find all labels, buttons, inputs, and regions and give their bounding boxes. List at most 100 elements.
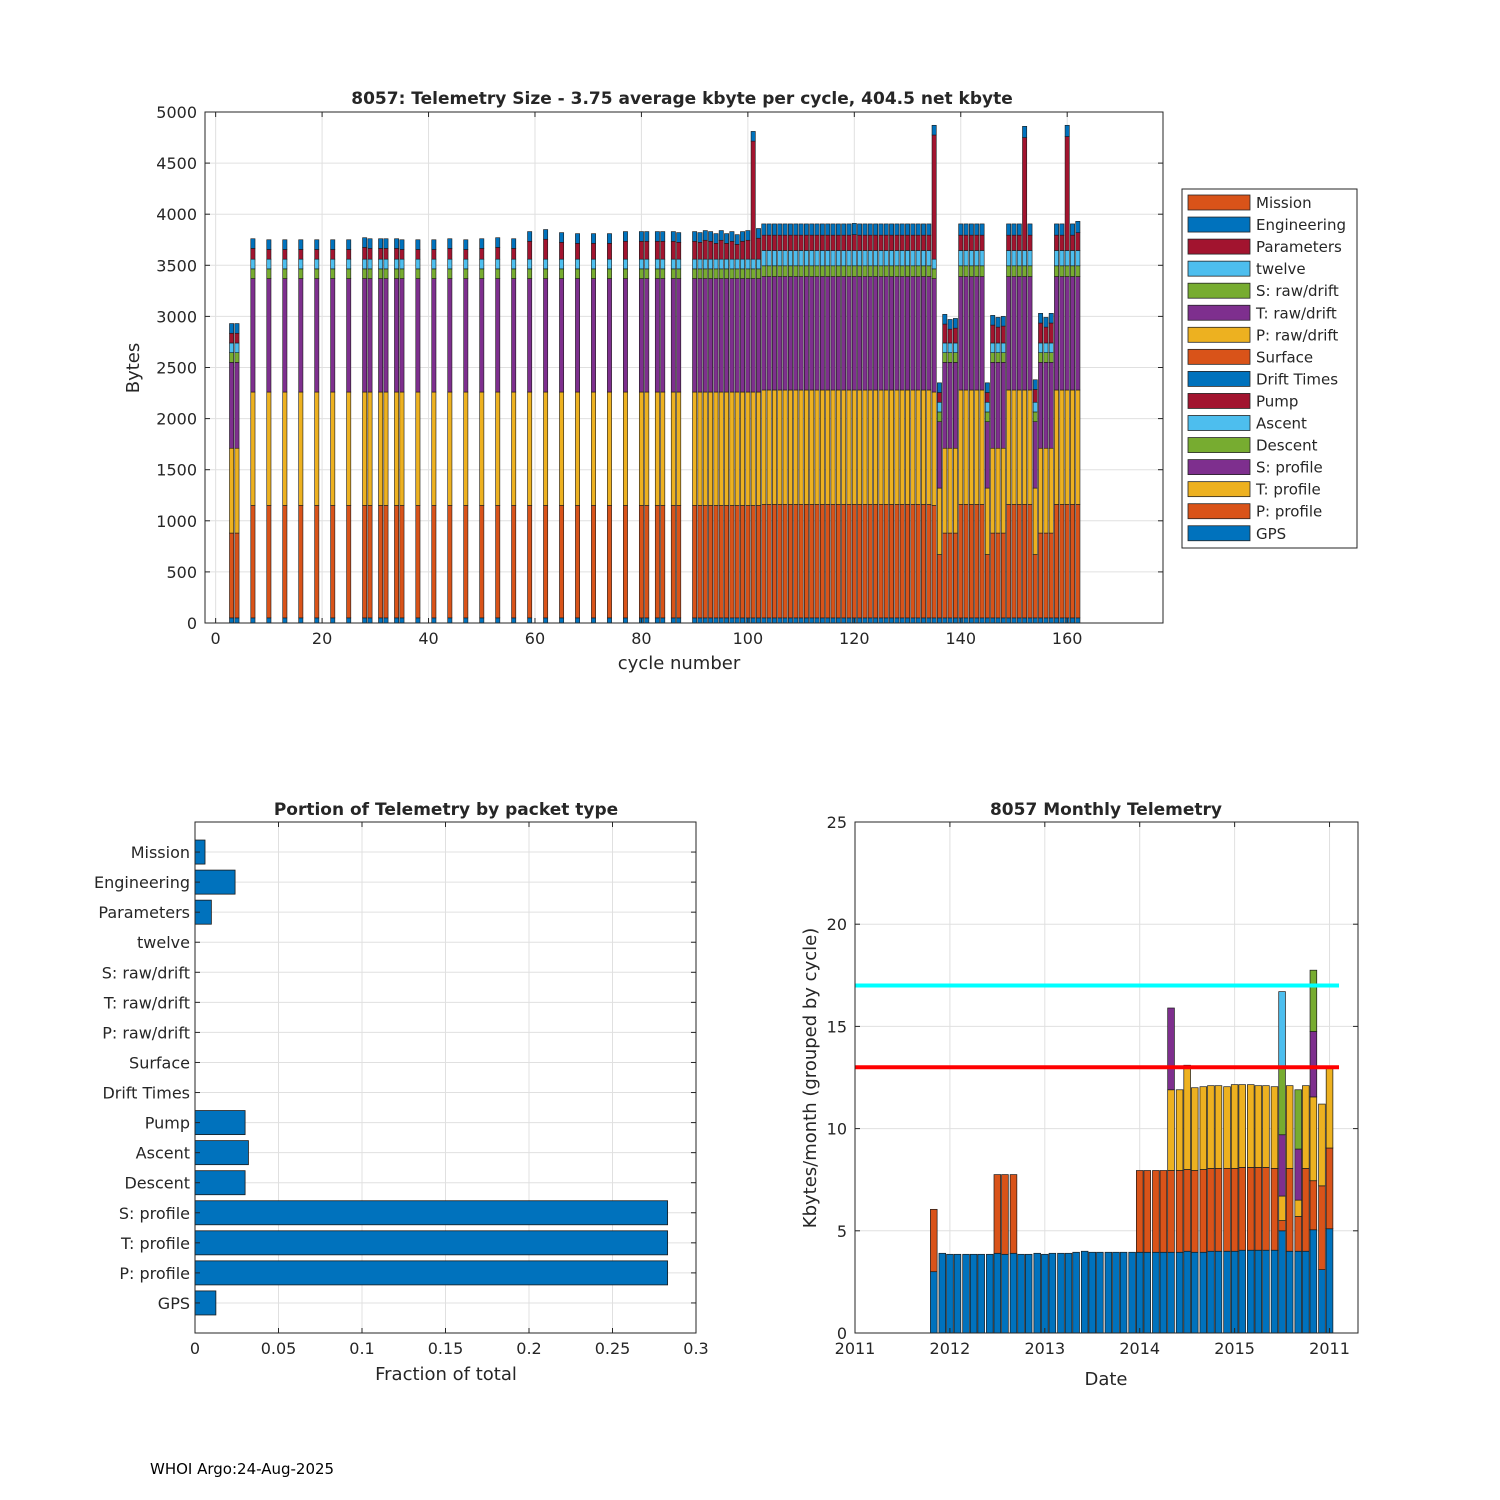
bar-segment xyxy=(1016,617,1022,624)
bar-segment xyxy=(1302,1250,1310,1334)
bar-segment xyxy=(1207,1250,1215,1334)
bar-segment xyxy=(330,258,336,270)
bar-segment xyxy=(314,505,320,619)
bar-segment xyxy=(857,617,863,624)
bar-segment xyxy=(798,234,804,251)
bar-segment xyxy=(282,239,288,250)
bar-segment xyxy=(1054,504,1059,619)
y-tick-label: 4000 xyxy=(156,205,197,224)
bar-segment xyxy=(963,223,969,236)
bar-segment xyxy=(819,223,825,236)
bar-segment xyxy=(676,278,682,393)
bar-segment xyxy=(638,505,644,619)
bar-segment xyxy=(708,268,714,279)
bar-segment xyxy=(282,505,288,619)
bar-segment xyxy=(1112,1251,1120,1334)
bar-segment xyxy=(740,617,745,624)
bar-segment xyxy=(383,391,389,506)
bar-segment xyxy=(777,234,783,251)
bar-segment xyxy=(729,617,735,624)
bar-segment xyxy=(495,268,501,279)
bar-segment xyxy=(378,268,384,279)
bar-segment xyxy=(431,505,437,619)
bar-segment xyxy=(1043,532,1049,619)
bar-segment xyxy=(846,617,852,624)
bar-segment xyxy=(234,342,240,353)
bar-segment xyxy=(984,617,990,624)
y-tick-label: Mission xyxy=(131,843,190,862)
bar-segment xyxy=(718,278,724,393)
bar-segment xyxy=(415,617,421,624)
bar-segment xyxy=(399,239,405,250)
bar-segment xyxy=(979,389,985,505)
bar-segment xyxy=(713,233,719,244)
bar-segment xyxy=(857,389,863,505)
bar-segment xyxy=(963,504,969,619)
bar-segment xyxy=(766,223,772,236)
bar-segment xyxy=(229,617,235,624)
bar-segment xyxy=(1254,1249,1263,1334)
legend-label: S: raw/drift xyxy=(1256,282,1339,300)
bar-segment xyxy=(463,505,469,619)
bar-segment xyxy=(883,250,889,267)
bar-segment xyxy=(702,239,708,260)
y-tick-label: P: profile xyxy=(119,1264,190,1283)
bar-segment xyxy=(867,389,873,505)
bar-segment xyxy=(1278,991,1286,1068)
bar-segment xyxy=(367,278,373,393)
bar-segment xyxy=(463,239,469,250)
bar-segment xyxy=(479,258,485,270)
bar-segment xyxy=(591,391,596,506)
bar-segment xyxy=(851,389,857,505)
bar-segment xyxy=(1175,1089,1184,1171)
bar-segment xyxy=(995,326,1001,344)
bar-segment xyxy=(1048,447,1054,534)
bar-segment xyxy=(1059,389,1065,505)
bar-segment xyxy=(378,278,384,393)
bar-segment xyxy=(724,258,730,270)
legend-swatch xyxy=(1187,370,1251,387)
bar-segment xyxy=(1027,389,1033,505)
legend-swatch xyxy=(1187,459,1251,476)
bar-segment xyxy=(846,223,852,236)
bar-segment xyxy=(676,242,682,260)
bar-segment xyxy=(905,276,910,391)
bar-segment xyxy=(399,258,405,270)
bar-segment xyxy=(740,268,745,279)
bar-segment xyxy=(793,234,799,251)
bar-segment xyxy=(1016,389,1022,505)
bar-segment xyxy=(851,250,857,267)
br-chart-title: 8057 Monthly Telemetry xyxy=(990,800,1222,820)
bar-segment xyxy=(974,276,980,391)
bar-segment xyxy=(1038,352,1044,363)
bar-segment xyxy=(979,265,985,277)
bar-segment xyxy=(559,505,565,619)
bar-segment xyxy=(729,240,735,260)
bar-segment xyxy=(250,391,256,506)
bar-segment xyxy=(953,318,958,329)
bar-segment xyxy=(330,617,336,624)
bar-segment xyxy=(330,268,336,279)
bar-segment xyxy=(766,504,772,619)
bar-segment xyxy=(399,268,405,279)
bar-segment xyxy=(803,223,809,236)
bar-segment xyxy=(330,505,336,619)
bar-segment xyxy=(915,504,921,619)
bar-segment xyxy=(1136,1251,1144,1334)
bar-segment xyxy=(1043,447,1049,534)
legend-swatch xyxy=(1187,282,1251,299)
bar-segment xyxy=(702,230,708,241)
bar-segment xyxy=(330,278,336,393)
bar-segment xyxy=(1223,1168,1231,1252)
bar-segment xyxy=(910,504,916,619)
bar-segment xyxy=(819,234,825,251)
bar-segment xyxy=(788,276,793,391)
bar-segment xyxy=(798,504,804,619)
bar-segment xyxy=(1325,1147,1334,1230)
bar-segment xyxy=(367,238,373,249)
bar-segment xyxy=(1294,1216,1302,1252)
bar-segment xyxy=(937,392,942,403)
bar-segment xyxy=(266,239,272,250)
bar-segment xyxy=(660,231,666,242)
bar-segment xyxy=(1032,554,1038,619)
